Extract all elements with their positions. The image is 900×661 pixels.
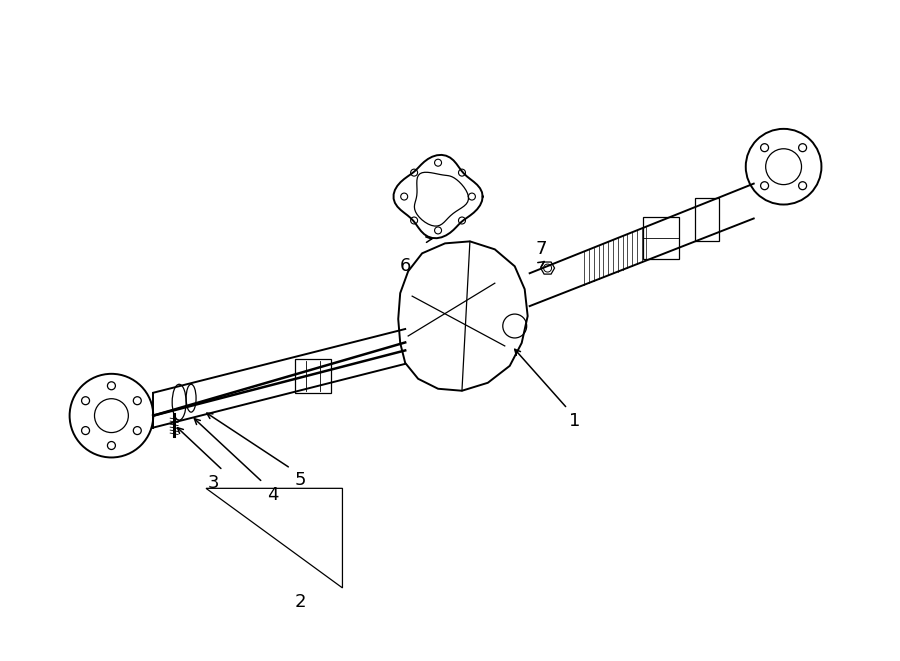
Text: 6: 6 [400,257,411,275]
Text: 7: 7 [536,241,547,258]
Text: 2: 2 [295,593,306,611]
Text: 4: 4 [267,486,278,504]
Text: 5: 5 [295,471,306,489]
Text: 1: 1 [569,412,580,430]
Text: 3: 3 [207,475,219,492]
